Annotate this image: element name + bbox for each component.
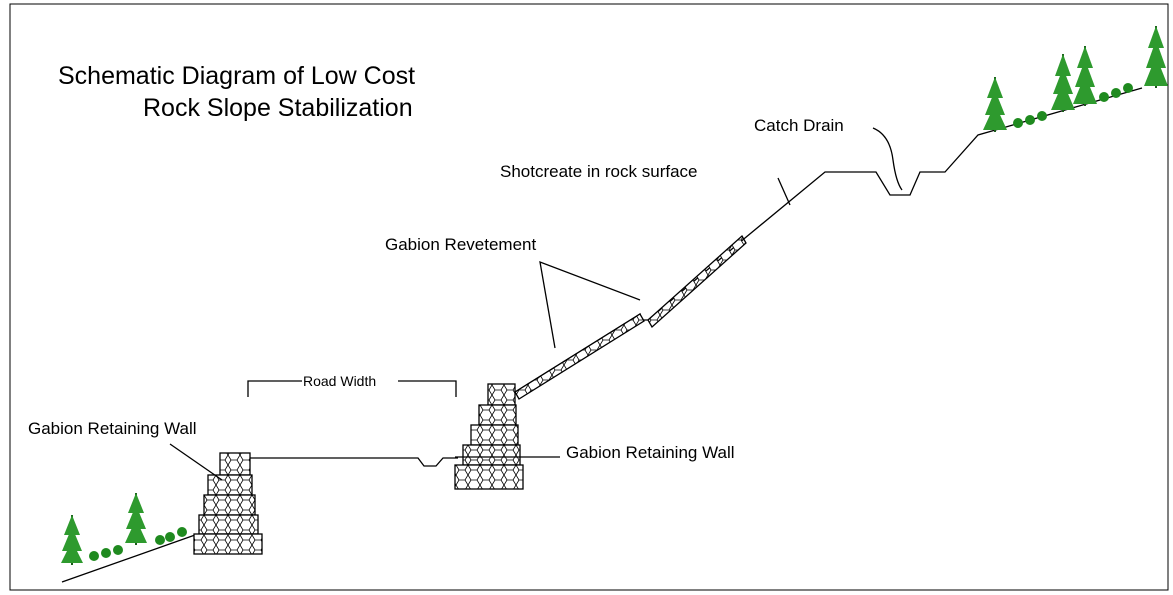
leader — [169, 443, 223, 481]
label: Gabion Revetement — [385, 235, 536, 254]
title-line: Rock Slope Stabilization — [143, 94, 413, 122]
leader — [539, 260, 641, 349]
leader — [777, 177, 791, 206]
vegetation — [61, 26, 1168, 565]
leader — [872, 127, 903, 191]
label: Catch Drain — [754, 116, 844, 135]
gabion-wall-left — [193, 452, 263, 555]
label: Road Width — [303, 373, 376, 389]
title-line: Schematic Diagram of Low Cost — [58, 62, 415, 90]
label: Shotcreate in rock surface — [500, 162, 697, 181]
label-bg — [302, 372, 398, 390]
road — [250, 457, 458, 467]
gabion-wall-right — [454, 383, 524, 490]
label: Gabion Retaining Wall — [566, 443, 735, 462]
label: Gabion Retaining Wall — [28, 419, 197, 438]
frame — [9, 3, 1169, 591]
gabion-revetement — [514, 234, 747, 400]
ground-left — [61, 534, 196, 583]
